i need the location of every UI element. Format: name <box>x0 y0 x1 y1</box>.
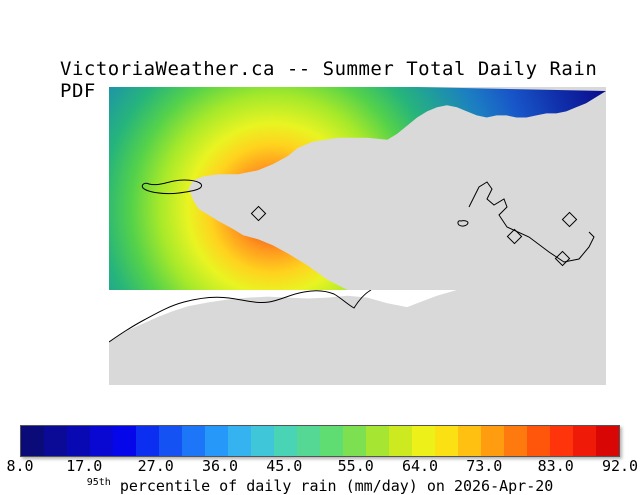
colorbar-tick-label: 27.0 <box>138 457 174 475</box>
colorbar-segment <box>527 426 550 456</box>
colorbar-tick-label: 8.0 <box>6 457 33 475</box>
landmass-lower-coast <box>109 290 606 385</box>
colorbar-ticks: 8.0 17.0 27.0 36.0 45.0 55.0 64.0 73.0 83.0 92.0 <box>20 457 620 475</box>
colorbar-segment <box>90 426 113 456</box>
colorbar-segment <box>389 426 412 456</box>
colorbar-tick-label: 73.0 <box>466 457 502 475</box>
colorbar-segment <box>343 426 366 456</box>
colorbar-tick-label: 55.0 <box>338 457 374 475</box>
colorbar-segment <box>228 426 251 456</box>
colorbar-tick-label: 17.0 <box>66 457 102 475</box>
colorbar-segment <box>366 426 389 456</box>
colorbar-tick-label: 83.0 <box>538 457 574 475</box>
colorbar-tick-label: 36.0 <box>202 457 238 475</box>
colorbar-segment <box>550 426 573 456</box>
colorbar-segment <box>596 426 619 456</box>
colorbar-segment <box>504 426 527 456</box>
colorbar-segment <box>573 426 596 456</box>
colorbar-segment <box>113 426 136 456</box>
colorbar-tick-label: 45.0 <box>266 457 302 475</box>
colorbar-segment <box>182 426 205 456</box>
colorbar-tick-label: 64.0 <box>402 457 438 475</box>
colorbar-segment <box>297 426 320 456</box>
colorbar-segment <box>458 426 481 456</box>
colorbar-tick-label: 92.0 <box>602 457 638 475</box>
rain-colorbar[interactable] <box>20 425 620 457</box>
colorbar-segment <box>412 426 435 456</box>
colorbar-segment <box>205 426 228 456</box>
colorbar-segment <box>44 426 67 456</box>
colorbar-segment <box>67 426 90 456</box>
colorbar-segment <box>159 426 182 456</box>
rain-pdf-map <box>109 87 606 290</box>
colorbar-segment <box>274 426 297 456</box>
colorbar-segment <box>21 426 44 456</box>
colorbar-section: 8.0 17.0 27.0 36.0 45.0 55.0 64.0 73.0 83.0 92.0 … <box>20 425 620 495</box>
colorbar-segment <box>136 426 159 456</box>
colorbar-segment <box>435 426 458 456</box>
colorbar-segment <box>481 426 504 456</box>
colorbar-segment <box>320 426 343 456</box>
colorbar-segment <box>251 426 274 456</box>
